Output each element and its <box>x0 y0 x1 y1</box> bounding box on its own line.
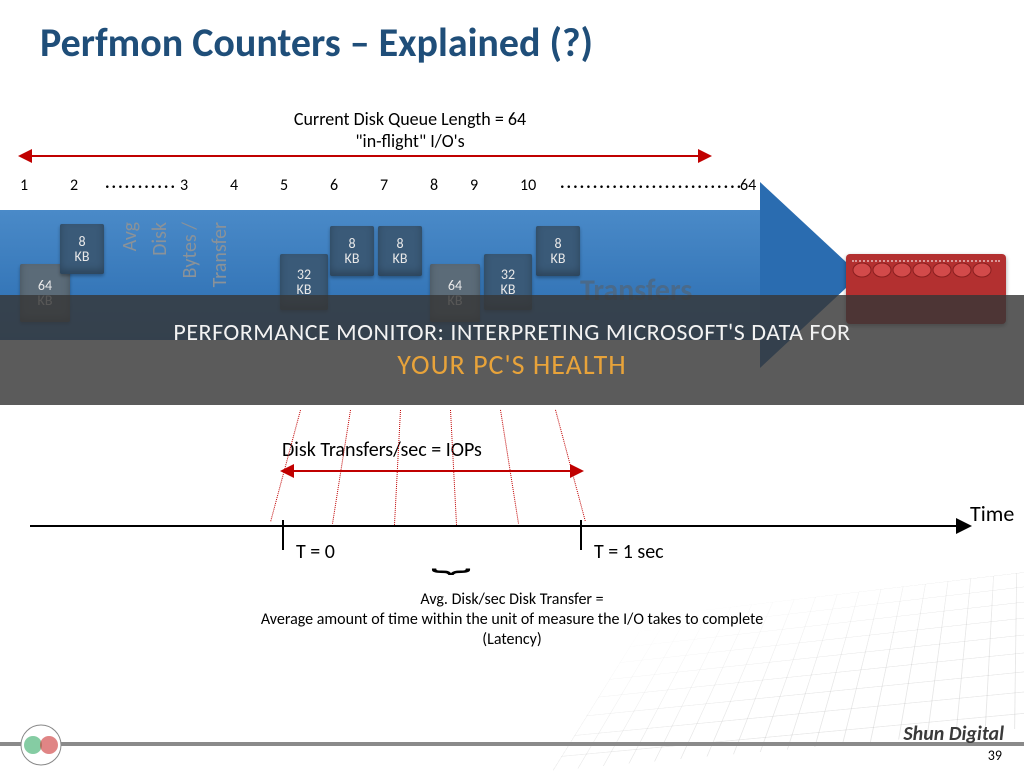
tick-t0 <box>282 520 284 550</box>
connector-line <box>332 410 351 524</box>
queue-number: 10 <box>520 176 536 195</box>
vlabel-bytes: Bytes / <box>178 222 202 278</box>
footer: Shun Digital 39 <box>0 720 1024 768</box>
time-label: Time <box>970 500 1014 527</box>
connector-line <box>270 410 301 521</box>
queue-number: 2 <box>70 176 78 195</box>
queue-number: 4 <box>230 176 238 195</box>
queue-dots-1: ··········· <box>105 175 177 197</box>
vlabel-disk: Disk <box>148 222 172 256</box>
queue-label-line2: "in-flight" I/O's <box>230 130 590 152</box>
footnote: Avg. Disk/sec Disk Transfer = Average am… <box>252 590 772 650</box>
kb-block: 8KB <box>536 226 580 276</box>
kb-block: 8KB <box>378 226 422 276</box>
queue-arrow <box>20 155 710 157</box>
queue-dots-2: ···························· <box>560 175 743 197</box>
label-t0: T = 0 <box>296 540 335 564</box>
queue-number: 1 <box>20 176 28 195</box>
footer-bar <box>0 742 1024 746</box>
overlay-banner: PERFORMANCE MONITOR: INTERPRETING MICROS… <box>0 295 1024 405</box>
logo-icon <box>18 722 64 768</box>
queue-number: 5 <box>280 176 288 195</box>
vlabel-avg: Avg <box>118 222 142 251</box>
queue-label: Current Disk Queue Length = 64 "in-fligh… <box>230 108 590 152</box>
page-title: Perfmon Counters – Explained (?) <box>40 18 593 67</box>
connector-line <box>500 410 519 524</box>
brace-icon: ⏟ <box>431 538 471 575</box>
overlay-line2: YOUR PC'S HEALTH <box>397 347 626 382</box>
queue-number: 9 <box>470 176 478 195</box>
time-axis <box>30 525 970 527</box>
label-t1: T = 1 sec <box>594 540 664 564</box>
kb-block: 8KB <box>330 226 374 276</box>
queue-number: 6 <box>330 176 338 195</box>
footer-logo <box>18 722 64 768</box>
queue-number: 7 <box>380 176 388 195</box>
tick-t1 <box>580 520 582 550</box>
queue-label-line1: Current Disk Queue Length = 64 <box>230 108 590 130</box>
iops-arrow <box>282 470 582 472</box>
kb-block: 8KB <box>60 224 104 274</box>
footer-brand: Shun Digital <box>903 722 1004 746</box>
vlabel-transfer: Transfer <box>208 222 232 287</box>
footnote-line1: Avg. Disk/sec Disk Transfer = <box>252 590 772 610</box>
connector-line <box>394 410 401 525</box>
queue-number: 3 <box>180 176 188 195</box>
overlay-line1: PERFORMANCE MONITOR: INTERPRETING MICROS… <box>173 318 850 347</box>
page-number: 39 <box>988 747 1002 764</box>
queue-number: 8 <box>430 176 438 195</box>
connector-line <box>450 410 457 525</box>
footnote-line2: Average amount of time within the unit o… <box>252 610 772 650</box>
